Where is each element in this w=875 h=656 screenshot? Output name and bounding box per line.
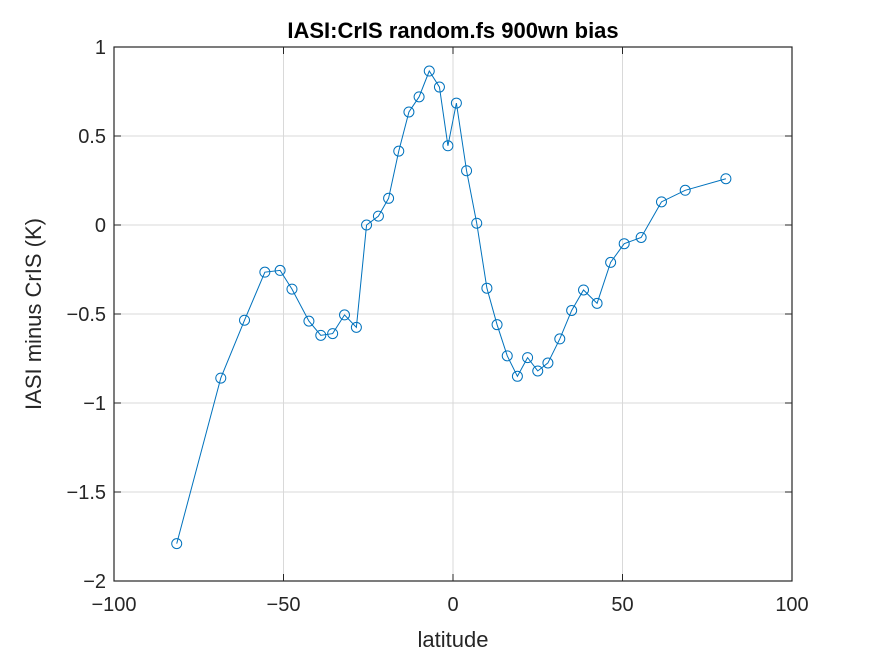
data-point [635, 231, 647, 243]
data-point [215, 372, 227, 384]
series-line [176, 69, 727, 544]
data-point [413, 91, 425, 103]
data-point [403, 106, 415, 118]
data-point [274, 264, 286, 276]
data-point [461, 165, 473, 177]
data-point [618, 238, 630, 250]
x-tick-label: 50 [611, 594, 633, 616]
data-point [471, 217, 483, 229]
data-point [542, 357, 554, 369]
x-tick-label: 0 [447, 594, 458, 616]
data-point [501, 350, 513, 362]
data-point [450, 97, 462, 109]
grid-lines [114, 47, 792, 581]
data-point [605, 256, 617, 268]
data-point [720, 173, 732, 185]
data-point [433, 81, 445, 93]
data-point [591, 297, 603, 309]
data-point [522, 352, 534, 364]
y-tick-labels: −2 −1.5 −1 −0.5 0 0.5 1 [67, 37, 106, 593]
x-tick-labels: −100 −50 0 50 100 [91, 594, 808, 616]
data-point [259, 266, 271, 278]
x-tick-label: −100 [91, 594, 136, 616]
data-point [303, 315, 315, 327]
data-point [554, 333, 566, 345]
data-point [442, 140, 454, 152]
data-point [481, 282, 493, 294]
data-point [491, 319, 503, 331]
data-point [372, 210, 384, 222]
data-point [383, 192, 395, 204]
x-tick-label: 100 [775, 594, 808, 616]
data-point [578, 284, 590, 296]
data-point [423, 65, 435, 77]
data-point [315, 329, 327, 341]
data-point [339, 309, 351, 321]
y-tick-label: 0.5 [78, 126, 106, 148]
y-tick-label: −0.5 [67, 304, 106, 326]
x-tick-label: −50 [267, 594, 301, 616]
x-axis-label: latitude [418, 627, 489, 652]
data-point [171, 538, 183, 550]
data-point [532, 365, 544, 377]
data-point [327, 328, 339, 340]
axis-ticks [113, 46, 793, 582]
data-point [655, 196, 667, 208]
data-series [171, 65, 732, 550]
y-tick-label: 0 [95, 215, 106, 237]
y-tick-label: −1 [83, 393, 106, 415]
data-point [361, 219, 373, 231]
y-tick-label: −2 [83, 571, 106, 593]
y-tick-label: 1 [95, 37, 106, 59]
y-axis-label: IASI minus CrIS (K) [21, 218, 46, 410]
chart-title: IASI:CrIS random.fs 900wn bias [287, 18, 618, 43]
data-point [239, 314, 251, 326]
data-point [350, 321, 362, 333]
data-point [566, 304, 578, 316]
y-tick-label: −1.5 [67, 482, 106, 504]
data-point [286, 283, 298, 295]
data-point [679, 184, 691, 196]
data-point [393, 145, 405, 157]
data-point [511, 370, 523, 382]
